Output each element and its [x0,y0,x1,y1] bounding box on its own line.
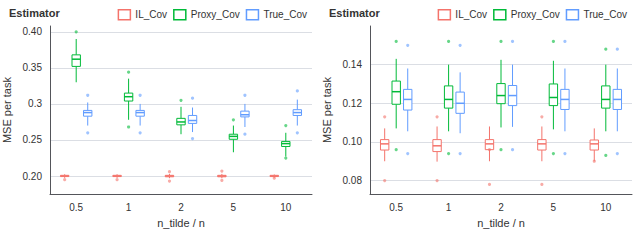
svg-text:0.20: 0.20 [23,171,43,182]
svg-text:2: 2 [178,202,184,213]
svg-text:5: 5 [231,202,237,213]
svg-text:Estimator: Estimator [329,7,380,19]
svg-text:Estimator: Estimator [9,7,60,19]
svg-text:True_Cov: True_Cov [263,9,307,20]
svg-text:5: 5 [551,202,557,213]
svg-text:n_tilde / n: n_tilde / n [477,217,525,229]
svg-text:True_Cov: True_Cov [583,9,627,20]
svg-text:0.5: 0.5 [69,202,83,213]
svg-text:Proxy_Cov: Proxy_Cov [511,9,560,20]
svg-text:MSE per task: MSE per task [321,77,333,144]
svg-text:1: 1 [126,202,132,213]
svg-text:0.3: 0.3 [28,98,42,109]
svg-text:0.14: 0.14 [343,59,363,70]
svg-text:0.10: 0.10 [343,136,363,147]
svg-text:n_tilde / n: n_tilde / n [157,217,205,229]
svg-text:IL_Cov: IL_Cov [135,9,167,20]
svg-text:10: 10 [280,202,292,213]
svg-text:10: 10 [600,202,612,213]
svg-text:1: 1 [446,202,452,213]
svg-text:IL_Cov: IL_Cov [455,9,487,20]
svg-text:0.12: 0.12 [343,98,363,109]
svg-text:0.35: 0.35 [23,62,43,73]
svg-text:MSE per task: MSE per task [1,77,13,144]
svg-text:Proxy_Cov: Proxy_Cov [191,9,240,20]
svg-text:0.5: 0.5 [389,202,403,213]
svg-text:0.40: 0.40 [23,26,43,37]
svg-text:2: 2 [498,202,504,213]
svg-text:0.08: 0.08 [343,175,363,186]
svg-text:0.25: 0.25 [23,134,43,145]
